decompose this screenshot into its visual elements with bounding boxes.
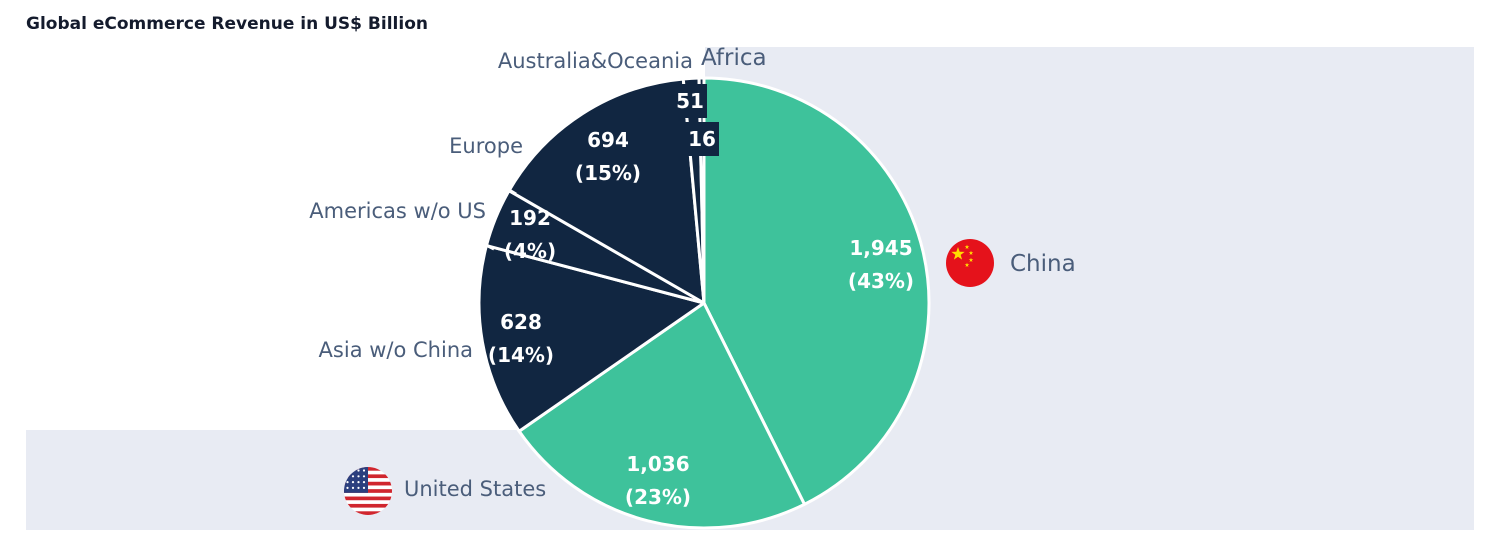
data-label-percent-americas-w-o-us: (4%) <box>504 239 556 263</box>
data-label-value-china: 1,945 <box>849 236 912 260</box>
leader-lines <box>483 67 692 251</box>
category-label-asia-w-o-china: Asia w/o China <box>319 338 473 362</box>
data-label-value-africa: 16 <box>688 127 716 151</box>
label-box-africa <box>683 122 719 156</box>
us-flag-icon <box>344 467 392 515</box>
leader-line-1 <box>505 186 517 196</box>
china-flag-icon <box>946 239 994 287</box>
pie-slice-china <box>702 76 931 506</box>
leader-line-3 <box>678 69 685 77</box>
pie-slice-united-states <box>517 301 806 530</box>
leader-line-2 <box>483 242 495 251</box>
chart-title: Global eCommerce Revenue in US$ Billion <box>26 14 428 34</box>
data-label-value-asia-w-o-china: 628 <box>500 310 542 334</box>
data-label-percent-asia-w-o-china: (14%) <box>488 343 554 367</box>
data-label-value-australia-oceania: 51 <box>676 89 704 113</box>
category-label-china: China <box>1010 251 1076 277</box>
data-label-value-europe: 694 <box>587 128 629 152</box>
data-label-value-americas-w-o-us: 192 <box>509 206 551 230</box>
data-labels: 1,945 (43%) 1,036 (23%) 628 (14%) 192 (4%) 694 (1… <box>488 84 914 509</box>
data-label-percent-united-states: (23%) <box>625 485 691 509</box>
category-label-united-states: United States <box>404 477 546 501</box>
category-label-europe: Europe <box>449 134 523 158</box>
leader-line-4 <box>687 67 692 75</box>
pie-slice-asia-w-o-china <box>477 244 706 433</box>
pie-slice-europe <box>507 77 706 305</box>
label-box-australia-oceania <box>669 84 707 118</box>
category-label-americas-w-o-us: Americas w/o US <box>309 199 486 223</box>
pie-slices <box>477 76 931 530</box>
category-labels: China United States Asia w/o China Americas… <box>309 45 1075 501</box>
category-label-africa: Africa <box>701 45 767 71</box>
data-label-percent-china: (43%) <box>848 269 914 293</box>
data-label-percent-europe: (15%) <box>575 161 641 185</box>
data-label-value-united-states: 1,036 <box>626 452 689 476</box>
category-label-australia-oceania: Australia&Oceania <box>498 49 693 73</box>
